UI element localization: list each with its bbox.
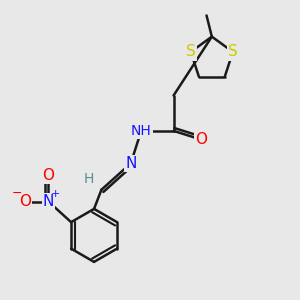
Text: −: − (11, 187, 22, 200)
Text: NH: NH (131, 124, 152, 138)
Text: +: + (51, 189, 61, 199)
Text: O: O (42, 167, 54, 182)
Text: N: N (43, 194, 54, 209)
Text: O: O (196, 132, 208, 147)
Text: S: S (228, 44, 238, 59)
Text: H: H (84, 172, 94, 186)
Text: O: O (19, 194, 31, 209)
Text: N: N (125, 156, 136, 171)
Text: S: S (186, 44, 196, 59)
